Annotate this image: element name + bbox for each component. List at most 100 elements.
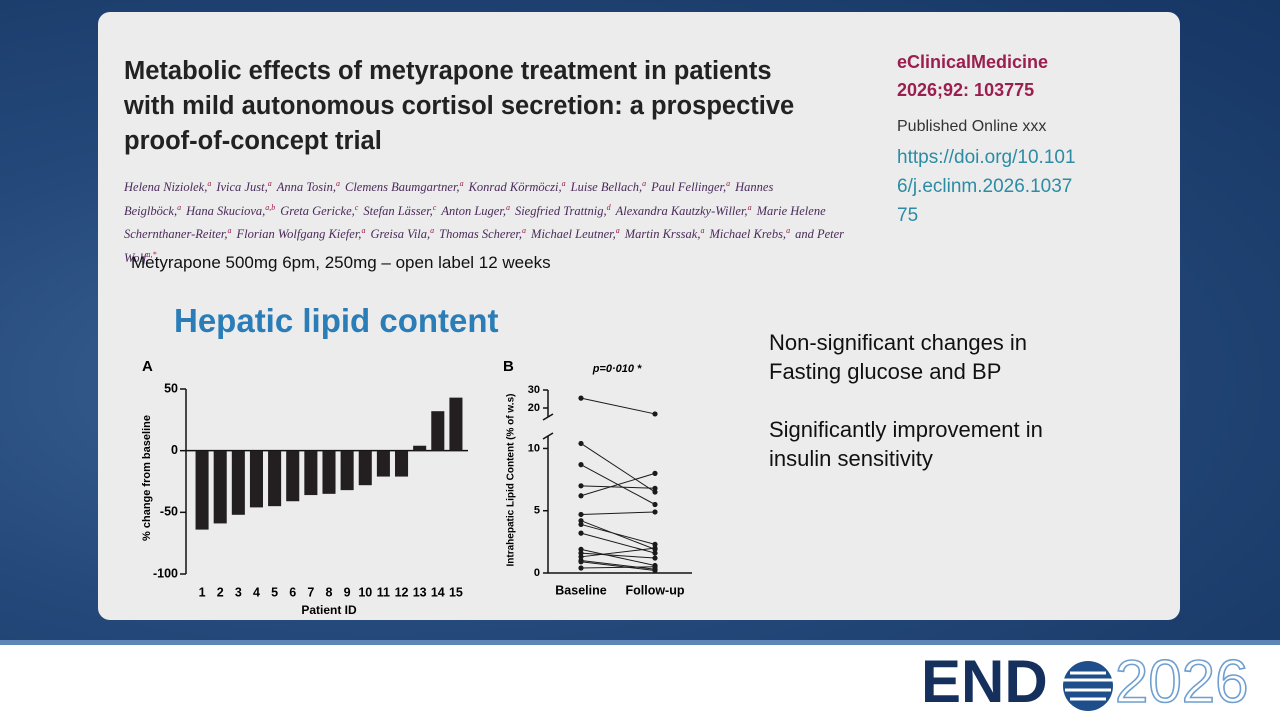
bar (358, 450, 372, 486)
point (652, 509, 658, 515)
author-affiliation: a (361, 226, 366, 236)
point (578, 546, 584, 552)
y-tick-label: 5 (534, 505, 540, 517)
note: Non-significant changes in Fasting gluco… (769, 330, 1028, 384)
published: Published Online xxx (897, 118, 1047, 135)
x-tick-label: 8 (326, 585, 333, 599)
author-affiliation: a,* (146, 249, 157, 259)
author-affiliation: a (227, 226, 232, 236)
author-affiliation: a (726, 179, 731, 188)
bar (322, 450, 336, 494)
x-tick-label: 7 (307, 585, 314, 599)
x-tick-label: Baseline (555, 583, 606, 597)
author-name: Martin Krssak, (624, 227, 701, 242)
author-affiliation: a (522, 226, 527, 236)
point (578, 440, 584, 447)
author-affiliation: c (354, 202, 359, 212)
author-name: Marie Helene Schernthaner-Reiter, (124, 203, 826, 242)
bar (431, 411, 445, 451)
author-name: Hannes Beiglböck, (124, 180, 774, 218)
author-name: Thomas Scherer, (439, 227, 523, 242)
author-name: Konrad Körmöczi, (468, 180, 562, 195)
point (578, 559, 584, 565)
y-axis-label: Intrahepatic Lipid Content (% of w.s) (506, 394, 517, 567)
author-name: Alexandra Kautzky-Willer, (615, 203, 748, 218)
authors: Helena Niziolek,a Ivica Just,a Anna Tosin,… (124, 174, 844, 269)
point (578, 493, 584, 499)
author-name: Siegfried Trattnig, (514, 203, 607, 218)
author-name: Florian Wolfgang Kiefer, (236, 227, 362, 242)
bar (249, 450, 263, 508)
x-tick-label: 13 (413, 585, 427, 599)
point (578, 521, 584, 528)
note: Significantly improvement in insulin sen… (769, 417, 1043, 471)
pair-line (580, 560, 656, 570)
logo-text: END (921, 648, 1048, 715)
point (652, 485, 658, 491)
author-affiliation: a (430, 226, 435, 236)
x-tick-label: 4 (253, 585, 260, 599)
author-name: Luise Bellach, (570, 180, 643, 195)
author-affiliation: a (786, 226, 791, 236)
author-affiliation: a (459, 179, 464, 188)
pair-line (580, 547, 656, 558)
x-tick-label: 3 (235, 585, 242, 599)
author-name: and Peter Wolf (124, 227, 845, 266)
x-tick-label: 14 (431, 585, 445, 599)
author-affiliation: a (335, 179, 340, 188)
x-tick-label: 12 (395, 585, 409, 599)
bar (376, 450, 390, 477)
author-affiliation: d (606, 202, 611, 212)
author-affiliation: a (267, 179, 272, 188)
citation: 2026;92: 103775 (897, 80, 1035, 100)
point (652, 489, 658, 495)
bar (268, 450, 282, 507)
logo-year: 2026 (1115, 648, 1248, 715)
y-tick-label: -100 (153, 566, 178, 580)
author-name: Helena Niziolek, (124, 180, 208, 195)
y-axis-label: % change from baseline (141, 415, 153, 541)
x-tick-label: 6 (289, 585, 296, 599)
author-affiliation: a (700, 226, 705, 236)
point (652, 567, 658, 574)
annotation: p=0·010 * (592, 363, 642, 375)
bar (195, 450, 209, 530)
point (578, 511, 584, 518)
bar (213, 450, 227, 524)
x-tick-label: 5 (271, 585, 278, 599)
bar (449, 397, 463, 451)
pair-line (580, 520, 656, 550)
author-affiliation: a (505, 202, 510, 212)
y-tick-label: 30 (528, 384, 540, 396)
pair-line (580, 566, 656, 569)
point (652, 564, 658, 570)
author-name: Paul Fellinger, (651, 180, 727, 195)
point (652, 550, 658, 556)
author-affiliation: c (432, 202, 437, 212)
pair-line (580, 523, 656, 545)
doi: https://doi.org/10.1016/j.eclinm.2026.10… (897, 147, 1076, 226)
point (652, 545, 658, 551)
pair-line (580, 532, 656, 554)
y-tick-label: 50 (164, 381, 178, 395)
author-name: Hana Skuciova, (186, 203, 266, 218)
author-name: Clemens Baumgartner, (344, 180, 460, 195)
author-name: Michael Leutner, (531, 227, 616, 242)
bar (340, 450, 354, 491)
treatment: Metyrapone 500mg 6pm, 250mg – open label… (131, 253, 551, 272)
x-tick-label: 2 (217, 585, 224, 599)
point (578, 554, 584, 560)
point (578, 565, 584, 571)
y-tick-label: 20 (528, 402, 540, 414)
logo-globe-lines (1063, 671, 1113, 701)
point (578, 483, 584, 489)
bar (304, 450, 318, 496)
point (652, 411, 658, 417)
author-name: Greisa Vila, (370, 227, 431, 242)
panel-label: B (503, 358, 514, 375)
bar (286, 450, 300, 502)
point (578, 518, 584, 524)
logo-globe (1063, 661, 1113, 711)
pair-line (580, 397, 656, 415)
